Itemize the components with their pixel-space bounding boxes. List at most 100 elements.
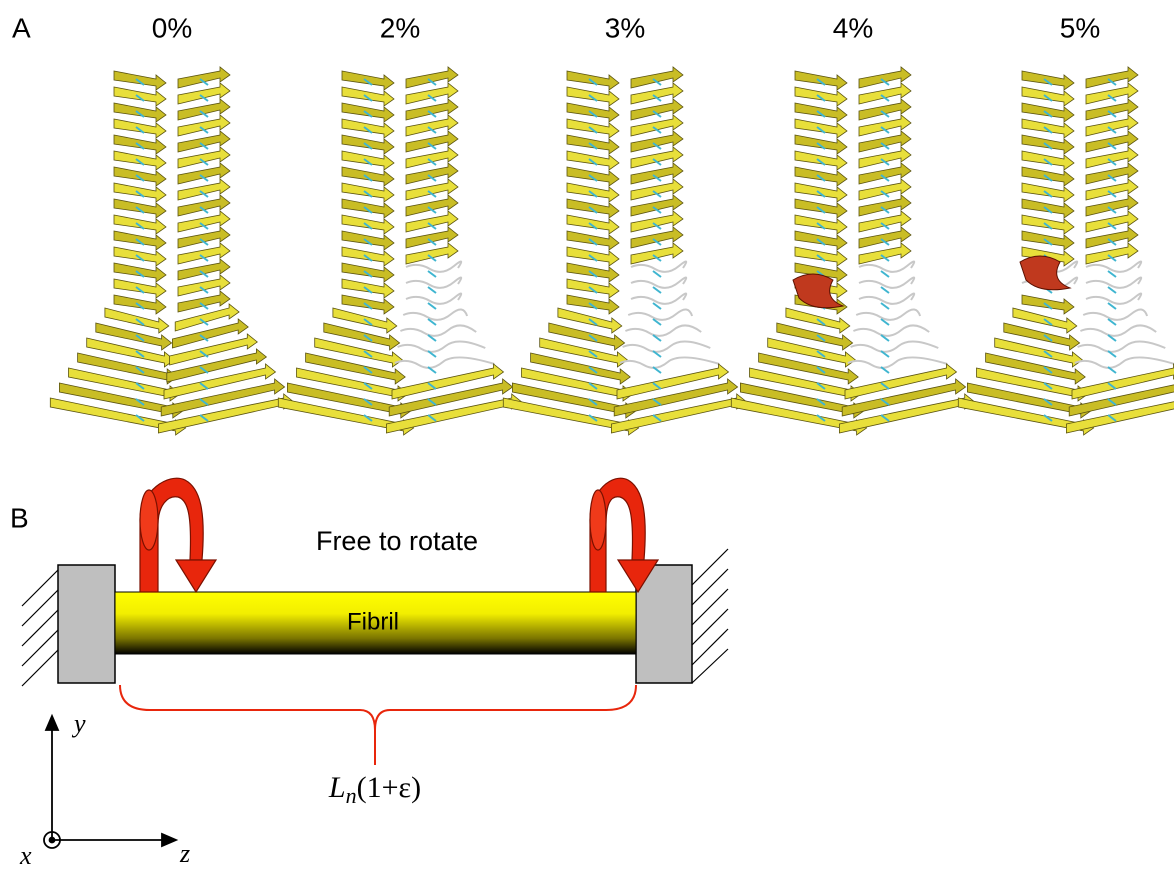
unfolded-strand (1078, 341, 1166, 351)
panel-b: B Free to rotate Fibril Ln(1+ (10, 478, 728, 869)
unfolded-strand (851, 341, 939, 351)
beta-strand (114, 135, 166, 154)
strain-label: 3% (605, 12, 645, 43)
unfolded-strand (859, 261, 914, 271)
fibril-snapshot (731, 67, 974, 435)
beta-strand (342, 135, 394, 154)
x-axis-label: x (19, 841, 32, 869)
beta-strand (567, 167, 619, 186)
unfolded-strand (859, 277, 914, 287)
beta-strand (114, 279, 166, 298)
beta-strand (1022, 151, 1074, 170)
beta-strand (1022, 119, 1074, 138)
beta-strand (567, 71, 619, 90)
beta-strand (114, 167, 166, 186)
beta-strand (1022, 87, 1074, 106)
beta-strand (114, 71, 166, 90)
beta-strand (1022, 103, 1074, 122)
rotation-note: Free to rotate (316, 526, 478, 556)
y-axis-label: y (71, 709, 86, 738)
beta-strand (342, 247, 394, 266)
beta-strand (342, 87, 394, 106)
beta-strand (795, 135, 847, 154)
unfolded-strand (1083, 309, 1147, 319)
coordinate-axes (44, 716, 176, 848)
beta-strand (114, 199, 166, 218)
beta-strand (342, 279, 394, 298)
left-hatching (22, 570, 58, 686)
beta-strand (114, 231, 166, 250)
beta-strand (567, 295, 619, 314)
beta-strand (342, 167, 394, 186)
length-brace (120, 685, 636, 765)
page: A 0%2%3%4%5% B Free to rotate Fibr (0, 0, 1174, 874)
unfolded-strand (848, 357, 948, 367)
z-axis-label: z (179, 839, 190, 868)
beta-strand (567, 103, 619, 122)
beta-strand (342, 183, 394, 202)
rotation-arrow-right (590, 478, 658, 592)
beta-strand (795, 199, 847, 218)
beta-strand (795, 215, 847, 234)
beta-strand (342, 151, 394, 170)
length-label: Ln(1+ε) (328, 771, 421, 808)
beta-strand (342, 103, 394, 122)
unfolded-strand (400, 325, 476, 335)
beta-strand (567, 119, 619, 138)
unfolded-strand (403, 309, 467, 319)
beta-strand (795, 103, 847, 122)
panel-label: A (12, 12, 31, 43)
beta-strand (1022, 167, 1074, 186)
beta-strand (795, 247, 847, 266)
panel-a: A 0%2%3%4%5% (12, 12, 1174, 435)
beta-strand (795, 71, 847, 90)
length-subscript: n (346, 783, 357, 808)
beta-strand (342, 119, 394, 138)
unfolded-strand (631, 293, 686, 303)
beta-strand (795, 119, 847, 138)
unfolded-strand (856, 309, 920, 319)
fibril-snapshot (278, 67, 521, 435)
beta-strand (114, 215, 166, 234)
beta-strand (567, 199, 619, 218)
beta-strand (114, 295, 166, 314)
right-hatching (692, 549, 728, 683)
beta-strand (114, 183, 166, 202)
beta-strand (795, 87, 847, 106)
figure: A 0%2%3%4%5% B Free to rotate Fibr (0, 0, 1174, 869)
beta-strand (1022, 183, 1074, 202)
unfolded-strand (628, 309, 692, 319)
unfolded-strand (620, 357, 720, 367)
beta-strand (1022, 71, 1074, 90)
beta-strand (567, 231, 619, 250)
beta-strand (567, 247, 619, 266)
beta-strand (342, 231, 394, 250)
beta-strand (1022, 135, 1074, 154)
left-clamp (58, 565, 115, 683)
beta-strand (342, 199, 394, 218)
beta-strand (567, 263, 619, 282)
beta-strand (342, 215, 394, 234)
beta-strand (795, 231, 847, 250)
unfolded-strand (1086, 293, 1141, 303)
length-base: L (328, 771, 346, 804)
beta-strand (114, 151, 166, 170)
unfolded-strand (1080, 325, 1156, 335)
unfolded-strand (406, 293, 461, 303)
unfolded-strand (406, 261, 461, 271)
unfolded-strand (623, 341, 711, 351)
beta-strand (114, 103, 166, 122)
length-rest: (1+ε) (357, 771, 422, 804)
strain-label: 5% (1060, 12, 1100, 43)
beta-strand (342, 263, 394, 282)
beta-strand (114, 247, 166, 266)
beta-strand (567, 87, 619, 106)
beta-strand (114, 87, 166, 106)
fibril-snapshot (503, 67, 746, 435)
beta-strand (567, 135, 619, 154)
fibril-snapshot (958, 67, 1174, 435)
beta-strand (795, 167, 847, 186)
unfolded-strand (853, 325, 929, 335)
unfolded-strand (398, 341, 486, 351)
strain-label: 0% (152, 12, 192, 43)
